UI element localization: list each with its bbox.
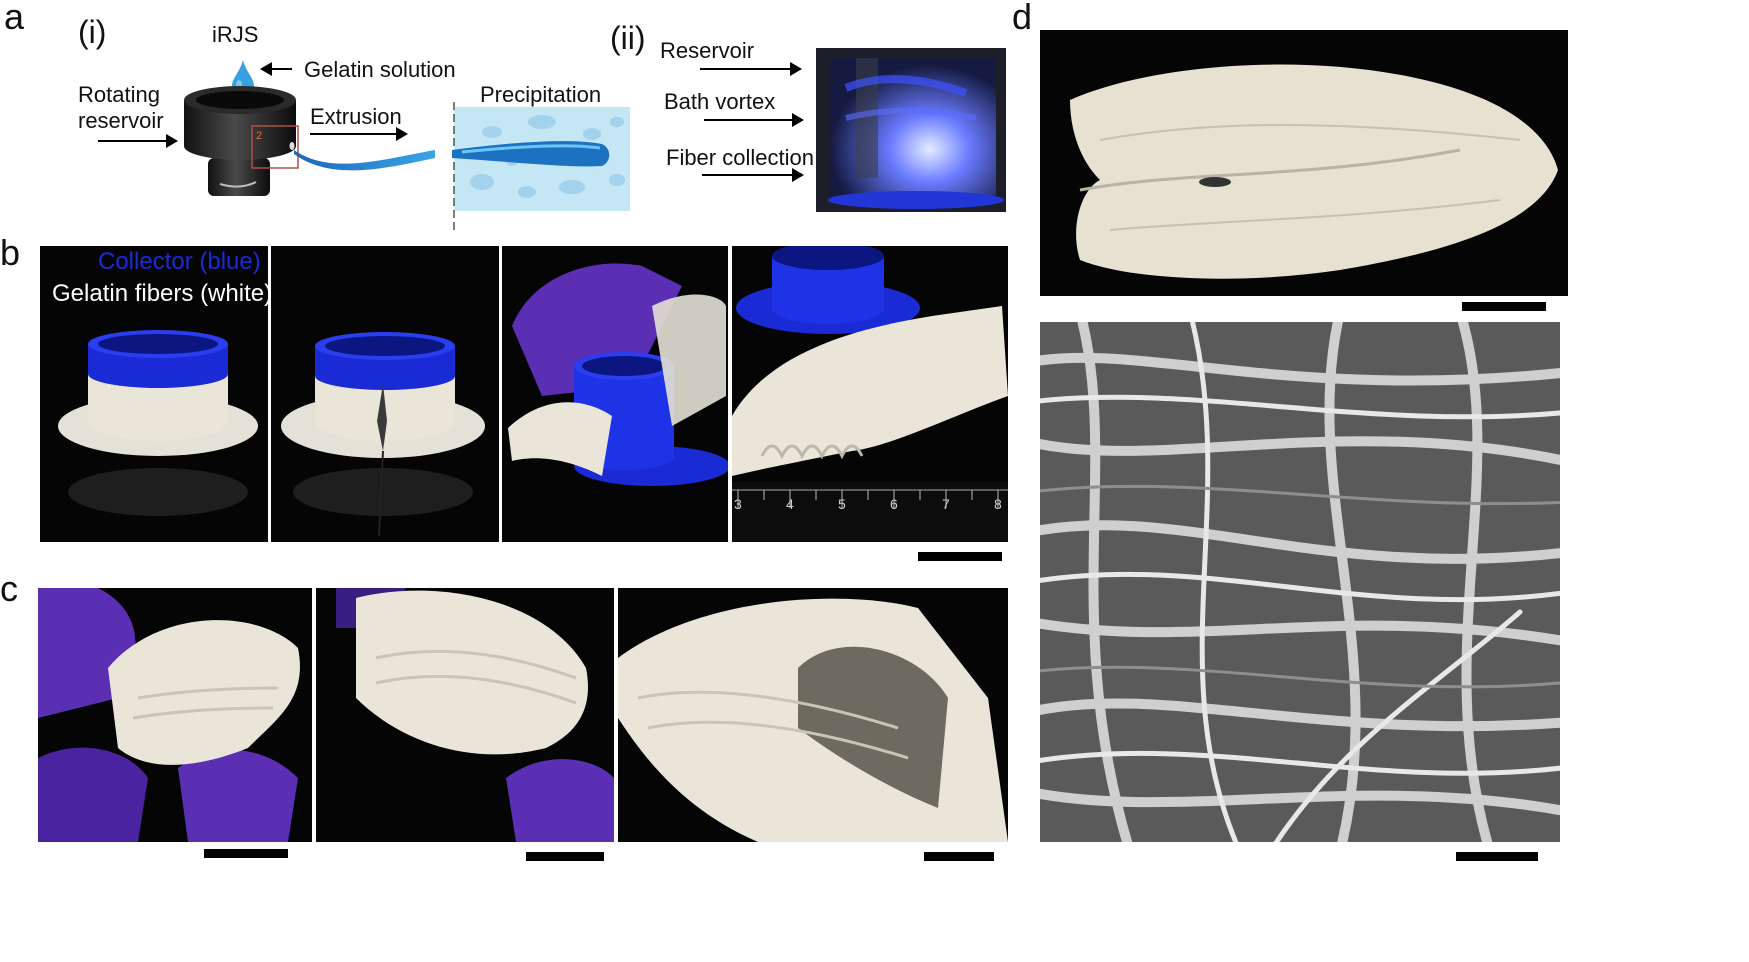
panel-letter-d: d bbox=[1012, 0, 1033, 37]
gelatin-solution-label: Gelatin solution bbox=[304, 57, 456, 82]
ruler-number: 8 bbox=[994, 496, 1002, 512]
step-bath-vortex-label: Bath vortex bbox=[664, 89, 776, 114]
ruler-number: 5 bbox=[838, 496, 846, 512]
collector-photo-4-ruler: 3 4 5 6 7 8 bbox=[732, 246, 1008, 542]
step-reservoir-label: Reservoir bbox=[660, 38, 755, 63]
extrusion-label: Extrusion bbox=[310, 104, 402, 129]
rotating-arrow bbox=[98, 134, 178, 148]
irjs-device bbox=[184, 86, 435, 196]
gelatin-scaffold-photo bbox=[1040, 30, 1568, 296]
inset-number: 2 bbox=[256, 130, 263, 142]
extrusion-arrow bbox=[310, 127, 408, 141]
gelatin-handling-photo-1 bbox=[38, 588, 312, 842]
gelatin-handling-photo-2 bbox=[316, 588, 614, 842]
scale-bar-c1 bbox=[204, 849, 288, 858]
step-bath-vortex-arrow bbox=[704, 113, 804, 127]
panel-letter-a: a bbox=[4, 0, 25, 37]
panel-a-subpanel-i-label: (i) bbox=[78, 14, 107, 50]
panel-a-subpanel-ii-label: (ii) bbox=[610, 20, 646, 56]
bath-vortex-photo bbox=[816, 48, 1006, 212]
irjs-label: iRJS bbox=[212, 22, 259, 47]
scale-bar-d1 bbox=[1462, 302, 1546, 311]
reservoir-label: reservoir bbox=[78, 108, 164, 133]
collector-blue-label: Collector (blue) bbox=[98, 248, 261, 275]
step-reservoir-arrow bbox=[700, 62, 802, 76]
gelatin-fibers-white-label: Gelatin fibers (white) bbox=[52, 280, 268, 307]
collector-photo-3-peel bbox=[502, 246, 728, 542]
precipitation-bath bbox=[452, 102, 630, 230]
sem-fiber-micrograph bbox=[1040, 322, 1560, 842]
step-fiber-collection-label: Fiber collection bbox=[666, 145, 814, 170]
panel-letter-c: c bbox=[0, 568, 18, 609]
scale-bar-d2 bbox=[1456, 852, 1538, 861]
rotating-label: Rotating bbox=[78, 82, 160, 107]
collector-photo-2-cut bbox=[271, 246, 499, 542]
ruler-number: 7 bbox=[942, 496, 950, 512]
gelatin-arrow bbox=[262, 68, 292, 70]
scale-bar-c3 bbox=[924, 852, 994, 861]
collector-photo-1: Collector (blue) Gelatin fibers (white) bbox=[40, 246, 268, 542]
scale-bar-c2 bbox=[526, 852, 604, 861]
step-fiber-collection-arrow bbox=[702, 168, 804, 182]
ruler-number: 4 bbox=[786, 496, 794, 512]
precipitation-label: Precipitation bbox=[480, 82, 602, 107]
gelatin-handling-photo-3 bbox=[618, 588, 1008, 842]
ruler-number: 3 bbox=[734, 496, 742, 512]
panel-letter-b: b bbox=[0, 232, 21, 273]
ruler-number: 6 bbox=[890, 496, 898, 512]
scale-bar-b bbox=[918, 552, 1002, 561]
